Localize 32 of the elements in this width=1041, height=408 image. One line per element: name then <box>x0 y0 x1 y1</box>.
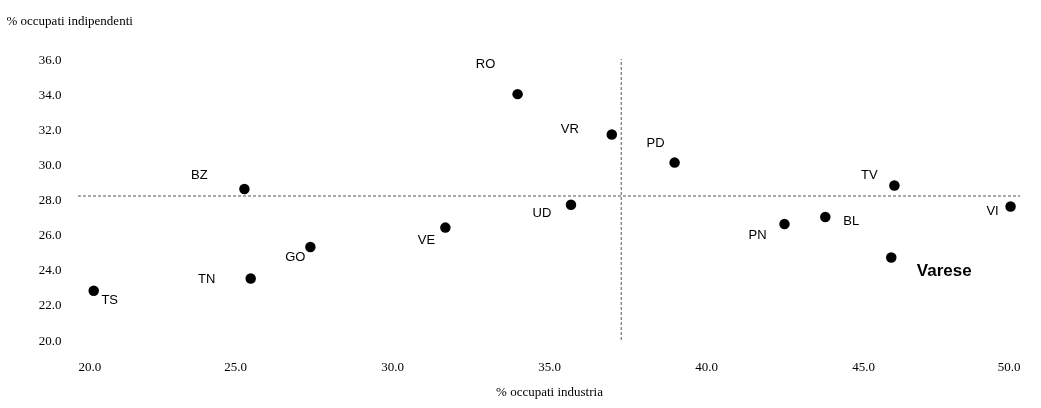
annotation: TV <box>861 167 879 183</box>
annotation: VE <box>417 231 436 247</box>
y-tick-label: 26.0 <box>38 227 62 243</box>
y-tick-label: 22.0 <box>38 297 62 313</box>
x-tick-label: 35.0 <box>538 358 561 374</box>
annotation: PN <box>748 227 767 243</box>
x-tick-label: 45.0 <box>852 358 875 374</box>
annotation: TN <box>198 270 216 286</box>
annotation: RO <box>475 56 496 72</box>
y-tick-label: 30.0 <box>38 156 62 172</box>
annotation: VI <box>986 202 999 218</box>
y-tick-label: 32.0 <box>38 121 62 137</box>
x-tick-label: 30.0 <box>381 358 404 374</box>
x-tick-label: 40.0 <box>695 358 718 374</box>
annotation: GO <box>285 248 306 264</box>
annotation: PD <box>646 134 665 150</box>
y-tick-label: 20.0 <box>38 332 62 348</box>
annotation: TS <box>101 291 119 307</box>
y-axis-title: % occupati indipendenti <box>6 12 134 28</box>
y-tick-label: 28.0 <box>38 192 62 207</box>
x-tick-label: 25.0 <box>224 358 247 374</box>
annotation: VR <box>560 120 579 136</box>
y-tick-label: 24.0 <box>38 262 62 278</box>
annotation: UD <box>532 204 552 220</box>
annotation: BL <box>843 213 860 229</box>
x-axis-title: % occupati industria <box>496 383 604 399</box>
annotation: Varese <box>916 261 972 281</box>
y-tick-label: 36.0 <box>38 51 62 67</box>
y-tick-label: 34.0 <box>38 86 62 102</box>
annotation: BZ <box>191 166 208 182</box>
x-tick-label: 20.0 <box>78 358 102 374</box>
x-tick-label: 50.0 <box>997 358 1021 374</box>
